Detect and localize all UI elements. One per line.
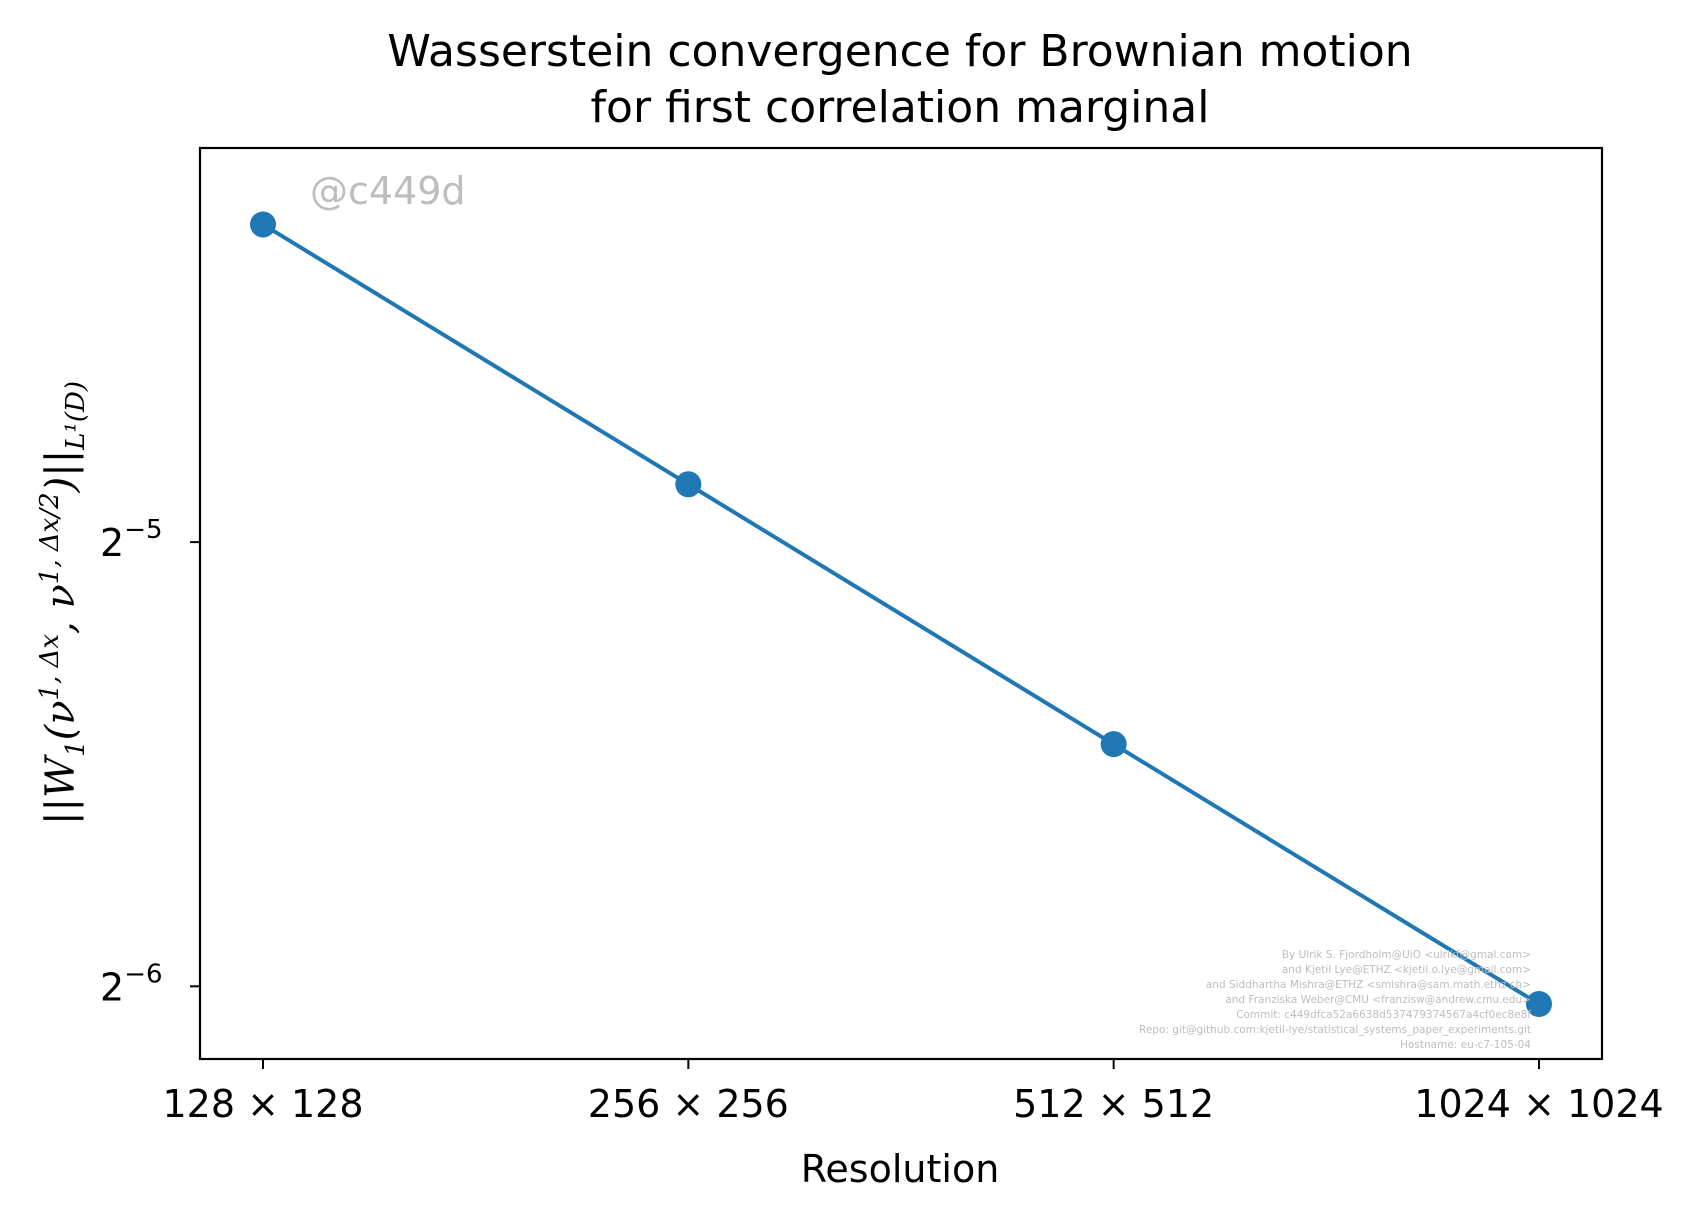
y-axis-label: ||W1(ν1, Δx, ν1, Δx/2)||L¹(D) bbox=[35, 381, 91, 825]
x-tick-label: 256 × 256 bbox=[588, 1082, 789, 1126]
data-point bbox=[675, 471, 702, 498]
x-tick-label: 512 × 512 bbox=[1013, 1082, 1214, 1126]
series-line bbox=[261, 222, 1541, 1006]
plot-area bbox=[198, 146, 1604, 1061]
y-label-space-subscript: L¹(D) bbox=[61, 381, 91, 451]
x-tick-label: 1024 × 1024 bbox=[1414, 1082, 1663, 1126]
x-tick-label: 128 × 128 bbox=[162, 1082, 363, 1126]
credits-line: By Ulrik S. Fjordholm@UiO <ulrikf@gmal.c… bbox=[1282, 949, 1531, 961]
credits-line: Commit: c449dfca52a6638d537479374567a4cf… bbox=[1236, 1009, 1531, 1021]
y-label-nu-2: , ν bbox=[38, 584, 84, 634]
data-series bbox=[250, 211, 1552, 1018]
y-label-w-subscript: 1 bbox=[61, 740, 91, 757]
y-tick-label: 2−5 bbox=[100, 515, 163, 565]
y-label-nu-sup-1: 1, Δx bbox=[35, 634, 65, 701]
data-point bbox=[250, 211, 276, 238]
credits-line: Repo: git@github.com:kjetil-lye/statisti… bbox=[1139, 1024, 1531, 1036]
data-point bbox=[1526, 991, 1552, 1018]
credits-block: By Ulrik S. Fjordholm@UiO <ulrikf@gmal.c… bbox=[1139, 949, 1531, 1051]
credits-line: Hostname: eu-c7-105-04 bbox=[1400, 1039, 1531, 1051]
y-label-close: )|| bbox=[38, 450, 84, 494]
chart-title-line-2: for first correlation marginal bbox=[591, 82, 1210, 133]
x-axis-label: Resolution bbox=[801, 1147, 1000, 1191]
credits-line: and Kjetil Lye@ETHZ <kjetil.o.lye@gmail.… bbox=[1282, 964, 1531, 976]
credits-line: and Siddhartha Mishra@ETHZ <smishra@sam.… bbox=[1206, 979, 1531, 991]
x-axis-ticks: 128 × 128 256 × 256 512 × 512 1024 × 1024 bbox=[162, 1059, 1664, 1126]
y-label-nu-sup-2: 1, Δx/2 bbox=[35, 492, 65, 584]
watermark-text: @c449d bbox=[310, 169, 466, 213]
y-axis-ticks: 2−5 2−6 bbox=[100, 515, 200, 1009]
y-label-norm: ||W bbox=[38, 754, 84, 825]
y-label-nu: (ν bbox=[38, 700, 84, 740]
y-tick-label: 2−6 bbox=[100, 959, 163, 1009]
credits-line: and Franziska Weber@CMU <franzisw@andrew… bbox=[1225, 994, 1531, 1006]
data-point bbox=[1100, 731, 1127, 758]
chart-title-line-1: Wasserstein convergence for Brownian mot… bbox=[387, 26, 1412, 77]
